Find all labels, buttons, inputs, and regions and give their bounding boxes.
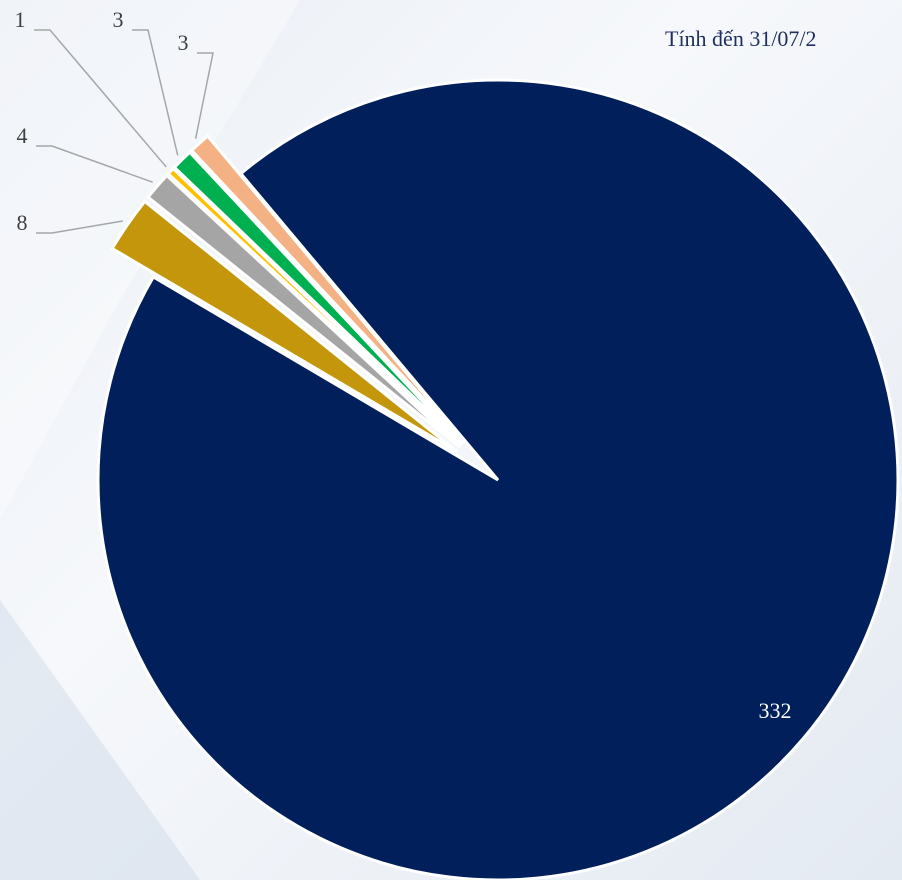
leader-line — [194, 52, 214, 139]
background-shape — [0, 0, 300, 520]
leader-line — [36, 220, 123, 234]
data-label: 3 — [113, 7, 124, 32]
leader-line — [34, 29, 167, 168]
pie-slice — [166, 166, 463, 447]
data-label: 4 — [17, 123, 28, 148]
data-label: 1 — [15, 7, 26, 32]
data-label: 8 — [17, 210, 28, 235]
leader-line — [132, 29, 179, 156]
background-shape — [0, 600, 200, 880]
pie-slice — [172, 150, 464, 446]
pie-slice — [110, 199, 458, 453]
pie-slice — [189, 134, 466, 444]
pie-slice — [96, 78, 900, 880]
chart-subtitle: Tính đến 31/07/2 — [665, 26, 817, 51]
leader-line — [36, 145, 153, 183]
data-label: 332 — [759, 698, 792, 723]
data-label: 3 — [178, 30, 189, 55]
pie-slice — [145, 173, 462, 449]
